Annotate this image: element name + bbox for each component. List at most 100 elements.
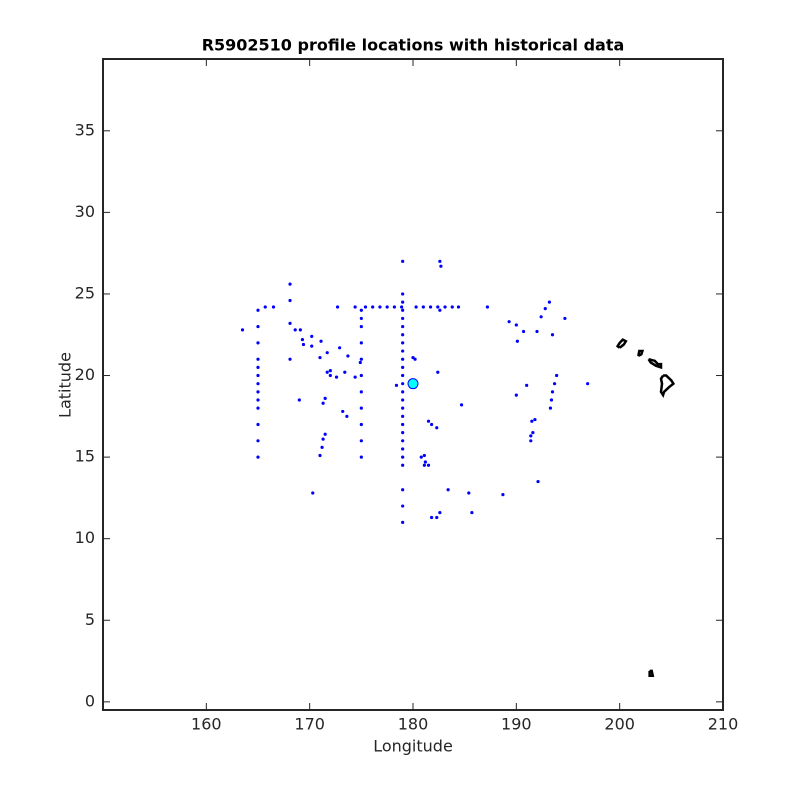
- profile-point: [263, 305, 267, 309]
- profile-point: [426, 463, 431, 467]
- profile-point: [301, 342, 306, 347]
- profile-point: [401, 520, 405, 524]
- profile-point: [485, 305, 489, 309]
- profile-point: [359, 439, 363, 443]
- profile-point: [328, 373, 332, 378]
- profile-point: [514, 323, 518, 327]
- profile-point: [507, 320, 511, 324]
- profile-point: [531, 431, 535, 435]
- profile-point: [401, 259, 405, 263]
- profile-point: [392, 305, 396, 309]
- profile-point: [547, 300, 552, 304]
- profile-point: [323, 396, 327, 400]
- profile-point: [586, 382, 590, 386]
- profile-point: [401, 308, 405, 312]
- profile-point: [401, 463, 405, 467]
- profile-point: [529, 439, 533, 443]
- profile-point: [310, 334, 314, 338]
- profile-point: [401, 333, 405, 337]
- x-tick-label: 200: [604, 715, 635, 734]
- profile-point: [430, 515, 434, 520]
- profile-point: [413, 357, 417, 361]
- profile-point: [548, 406, 553, 410]
- profile-point: [539, 315, 543, 319]
- profile-point: [298, 328, 302, 332]
- profile-point: [256, 365, 260, 369]
- profile-point: [467, 491, 471, 495]
- profile-point: [256, 422, 260, 427]
- profile-point: [450, 305, 454, 309]
- profile-point: [363, 305, 368, 309]
- profile-point: [293, 328, 297, 332]
- x-axis-label: Longitude: [373, 737, 453, 756]
- profile-point: [311, 491, 315, 495]
- profile-point: [297, 398, 301, 402]
- profile-point: [256, 324, 260, 329]
- profile-point: [563, 316, 567, 321]
- profile-point: [359, 406, 363, 410]
- y-tick-label: 35: [75, 120, 95, 139]
- profile-point: [401, 324, 405, 329]
- profile-point: [321, 401, 325, 405]
- profile-point: [256, 455, 260, 459]
- y-tick-label: 20: [75, 365, 95, 384]
- profile-point: [318, 355, 322, 360]
- profile-point: [353, 305, 357, 309]
- profile-point: [335, 305, 340, 309]
- profile-point: [446, 488, 450, 492]
- profile-point: [414, 305, 418, 309]
- profile-point: [549, 398, 554, 402]
- profile-point: [359, 422, 363, 427]
- profile-point: [358, 360, 362, 365]
- profile-point: [470, 510, 474, 515]
- y-axis-label: Latitude: [56, 352, 75, 418]
- profile-point: [401, 357, 405, 361]
- profile-point: [435, 426, 439, 430]
- coastline: [615, 338, 676, 677]
- profile-point: [256, 308, 260, 312]
- x-tick-label: 190: [501, 715, 532, 734]
- profile-point: [256, 406, 260, 410]
- profile-point: [436, 305, 440, 309]
- profile-point: [359, 316, 363, 321]
- current-location: [407, 378, 419, 390]
- profile-point: [423, 460, 427, 464]
- profile-point: [401, 504, 405, 508]
- x-tick-label: 170: [294, 715, 325, 734]
- profile-point: [271, 305, 276, 309]
- profile-point: [543, 307, 547, 311]
- plot-area: 160 170 180 190 200 210 0 5 10 15 20 25 30 35: [75, 59, 738, 734]
- axes-box: [102, 58, 724, 711]
- profile-point: [401, 365, 405, 369]
- profile-point: [439, 264, 443, 268]
- profile-point: [552, 382, 557, 386]
- profile-point: [436, 370, 440, 374]
- profile-point: [530, 419, 534, 423]
- profile-point: [401, 292, 405, 296]
- chart-title: R5902510 profile locations with historic…: [202, 36, 625, 55]
- profile-point: [401, 382, 405, 386]
- profile-point: [288, 357, 292, 361]
- profile-point: [401, 422, 405, 427]
- profile-point: [323, 432, 327, 436]
- profile-point: [288, 298, 292, 303]
- profile-point: [359, 390, 363, 394]
- profile-point: [256, 357, 260, 361]
- profile-point: [256, 398, 260, 402]
- profile-point: [428, 305, 433, 309]
- profile-point: [401, 349, 405, 353]
- profile-point: [419, 455, 423, 459]
- x-tick-label: 160: [191, 715, 222, 734]
- profile-point: [359, 357, 363, 361]
- profile-point: [401, 455, 405, 459]
- x-tick-label: 180: [398, 715, 429, 734]
- profile-point: [421, 305, 425, 309]
- profile-point: [459, 403, 464, 407]
- profile-point: [400, 305, 404, 309]
- profile-point: [325, 370, 329, 374]
- profile-point: [378, 305, 382, 309]
- profile-point: [401, 488, 405, 492]
- profile-point: [401, 390, 405, 394]
